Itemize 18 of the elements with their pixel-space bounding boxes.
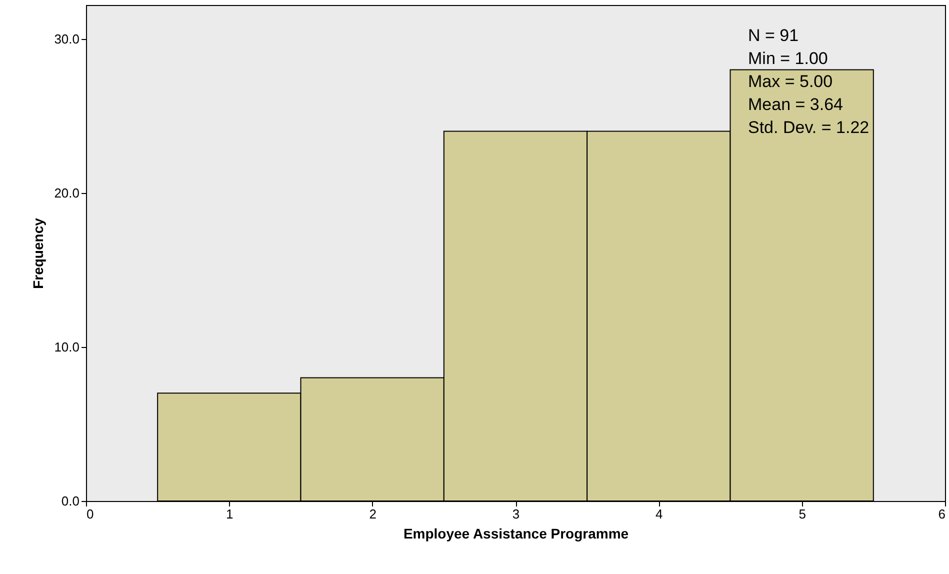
y-tick-label: 0.0 [61, 494, 80, 508]
x-tick-label: 5 [798, 506, 806, 522]
annotation: N = 91 [748, 26, 799, 45]
annotation: Max = 5.00 [748, 72, 833, 91]
x-tick-label: 1 [226, 506, 234, 522]
y-tick-label: 10.0 [54, 339, 80, 354]
annotation: Std. Dev. = 1.22 [748, 118, 870, 137]
x-axis-title: Employee Assistance Programme [403, 526, 629, 542]
y-tick-label: 20.0 [54, 185, 80, 200]
x-tick-label: 0 [86, 506, 94, 522]
y-tick-label: 30.0 [54, 31, 80, 46]
x-tick-label: 2 [369, 506, 376, 522]
x-tick-label: 6 [938, 506, 946, 522]
x-tick-label: 3 [512, 506, 520, 522]
x-tick-label: 4 [656, 506, 663, 522]
annotation: Min = 1.00 [748, 49, 828, 68]
y-axis-title: Frequency [30, 218, 46, 289]
annotation: Mean = 3.64 [748, 95, 843, 114]
